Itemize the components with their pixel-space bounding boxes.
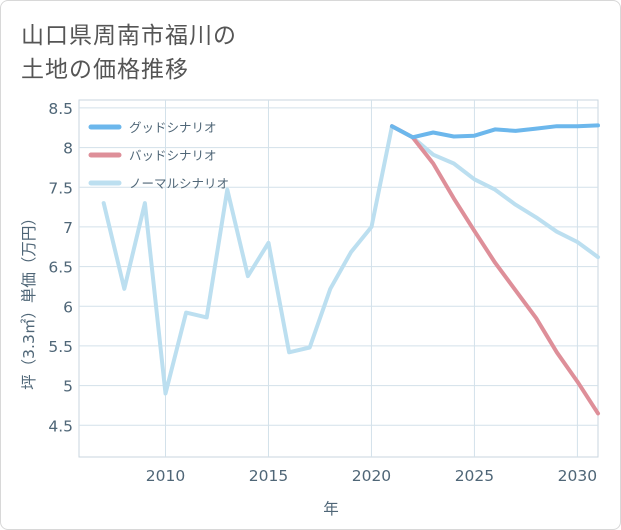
y-tick-label: 6.5 xyxy=(48,259,73,277)
x-tick-label: 2025 xyxy=(455,467,494,485)
y-tick-label: 5.5 xyxy=(48,338,73,356)
y-tick-label: 8.5 xyxy=(48,100,73,118)
x-tick-label: 2030 xyxy=(558,467,597,485)
x-tick-label: 2015 xyxy=(249,467,288,485)
y-tick-label: 4.5 xyxy=(48,417,73,435)
y-tick-label: 7 xyxy=(63,219,73,237)
tick-labels: 4.5 5 5.5 6 6.5 7 7.5 8 8.5 2010 2015 2020 2025 2030 xyxy=(48,100,597,485)
chart-title-line-1: 山口県周南市福川の xyxy=(21,23,237,49)
series-line-bad xyxy=(390,124,600,416)
chart-title-line-2: 土地の価格推移 xyxy=(21,57,189,83)
legend-label[interactable]: グッドシナリオ xyxy=(129,120,217,135)
x-tick-label: 2010 xyxy=(146,467,185,485)
x-axis-title: 年 xyxy=(323,500,339,518)
series-line-normal xyxy=(101,124,600,396)
legend-label[interactable]: バッドシナリオ xyxy=(129,148,217,163)
y-tick-label: 8 xyxy=(63,140,73,158)
y-tick-label: 7.5 xyxy=(48,179,73,197)
series-line-good xyxy=(390,123,600,140)
y-axis-title: 坪（3.3㎡）単価（万円） xyxy=(20,210,38,390)
y-tick-label: 6 xyxy=(63,298,73,316)
series-layer xyxy=(101,123,600,416)
legend-label[interactable]: ノーマルシナリオ xyxy=(129,176,229,191)
plot-area xyxy=(78,99,599,458)
chart-title: 山口県周南市福川の 土地の価格推移 xyxy=(21,19,237,87)
y-tick-label: 5 xyxy=(63,378,73,396)
x-tick-label: 2020 xyxy=(352,467,391,485)
